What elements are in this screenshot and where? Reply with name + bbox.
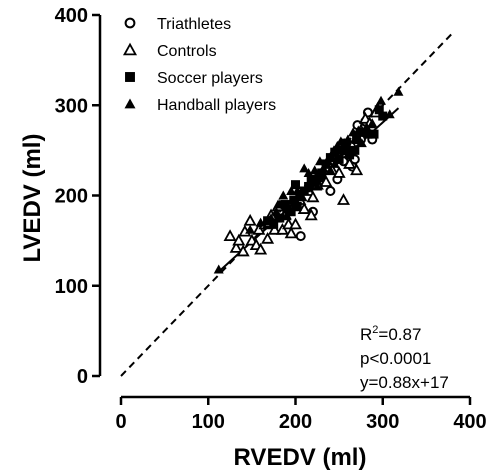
x-tick-label: 400: [453, 411, 486, 433]
data-point: [299, 163, 309, 172]
data-point: [278, 191, 288, 200]
data-point: [326, 187, 334, 195]
data-point: [234, 236, 244, 245]
data-point: [263, 234, 273, 243]
y-tick-label: 400: [55, 5, 88, 27]
x-tick-label: 0: [115, 411, 126, 433]
data-point: [286, 228, 296, 237]
y-tick-label: 100: [55, 276, 88, 298]
legend-label: Triathletes: [157, 16, 231, 33]
y-tick-label: 200: [55, 186, 88, 208]
x-axis-title: RVEDV (ml): [234, 444, 367, 471]
data-point: [338, 195, 348, 204]
data-point: [376, 96, 386, 105]
legend-item: Handball players: [125, 97, 277, 114]
x-tick-label: 100: [192, 411, 225, 433]
legend-item: Controls: [125, 43, 217, 60]
legend-item: Soccer players: [125, 70, 263, 87]
legend-item: Triathletes: [126, 16, 232, 33]
legend-marker: [126, 19, 135, 28]
legend-marker: [125, 45, 136, 55]
data-point: [297, 232, 305, 240]
r-squared-label: R2=0.87: [360, 324, 421, 344]
legend-label: Controls: [157, 43, 217, 60]
legend-label: Handball players: [157, 97, 276, 114]
p-value-label: p<0.0001: [360, 349, 431, 368]
legend: Triathletes Controls Soccer players Handbal…: [125, 16, 277, 114]
data-point: [291, 180, 300, 189]
data-points: [214, 87, 404, 274]
stats-annotation: R2=0.87 p<0.0001 y=0.88x+17: [360, 324, 449, 392]
legend-marker: [125, 72, 135, 82]
regression-equation-label: y=0.88x+17: [360, 373, 449, 392]
y-tick-label: 0: [77, 366, 88, 388]
y-axis-title: LVEDV (ml): [19, 134, 46, 263]
legend-label: Soccer players: [157, 70, 263, 87]
legend-marker: [125, 99, 136, 109]
data-point: [393, 87, 403, 96]
y-tick-label: 300: [55, 95, 88, 117]
data-point: [378, 112, 387, 121]
x-tick-label: 300: [366, 411, 399, 433]
data-point: [291, 219, 301, 228]
data-point: [225, 231, 235, 240]
data-point: [245, 216, 255, 225]
x-tick-label: 200: [279, 411, 312, 433]
